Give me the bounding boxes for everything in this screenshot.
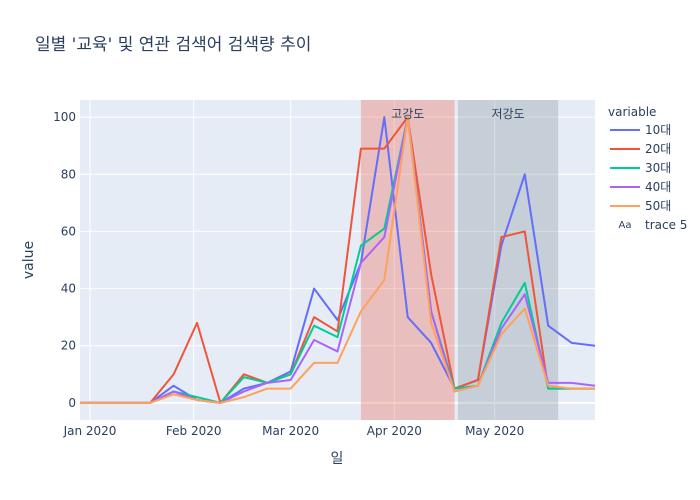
band-label: 저강도: [491, 107, 524, 121]
chart-title: 일별 '교육' 및 연관 검색어 검색량 추이: [35, 35, 311, 55]
y-tick-label: 100: [53, 110, 76, 124]
x-tick-label: May 2020: [465, 424, 524, 438]
y-tick-label: 80: [61, 167, 76, 181]
legend-label: 10대: [645, 123, 671, 137]
plot-background: [80, 100, 595, 420]
band-labels: 고강도 저강도: [391, 107, 524, 121]
series-line: [80, 116, 596, 404]
shaded-bands: [360, 100, 559, 420]
x-tick-label: Apr 2020: [367, 424, 422, 438]
legend-label: trace 5: [645, 218, 687, 232]
band-label: 고강도: [391, 107, 424, 121]
legend: variable 10대 20대 30대 40대 50대 Aa trace 5: [608, 105, 687, 232]
x-axis-ticks: Jan 2020 Feb 2020 Mar 2020 Apr 2020 May 2020: [63, 424, 525, 438]
y-axis-title: value: [21, 241, 37, 279]
y-axis-ticks: 0 20 40 60 80 100: [53, 110, 76, 410]
series-line: [80, 116, 595, 404]
legend-title: variable: [608, 105, 656, 119]
y-tick-label: 40: [61, 282, 76, 296]
legend-label: 30대: [645, 161, 671, 175]
shaded-band: [360, 100, 455, 420]
y-tick-label: 0: [68, 396, 76, 410]
series-lines: [80, 116, 596, 404]
legend-label: 20대: [645, 142, 671, 156]
legend-label: 50대: [645, 199, 671, 213]
legend-text-symbol: Aa: [619, 220, 632, 231]
grid: [80, 100, 595, 420]
x-tick-label: Feb 2020: [166, 424, 222, 438]
legend-label: 40대: [645, 180, 671, 194]
y-tick-label: 60: [61, 224, 76, 238]
x-tick-label: Mar 2020: [262, 424, 319, 438]
series-line: [80, 116, 596, 404]
x-tick-label: Jan 2020: [63, 424, 117, 438]
y-tick-label: 20: [61, 339, 76, 353]
series-line: [80, 116, 595, 404]
x-axis-title: 일: [331, 451, 344, 467]
